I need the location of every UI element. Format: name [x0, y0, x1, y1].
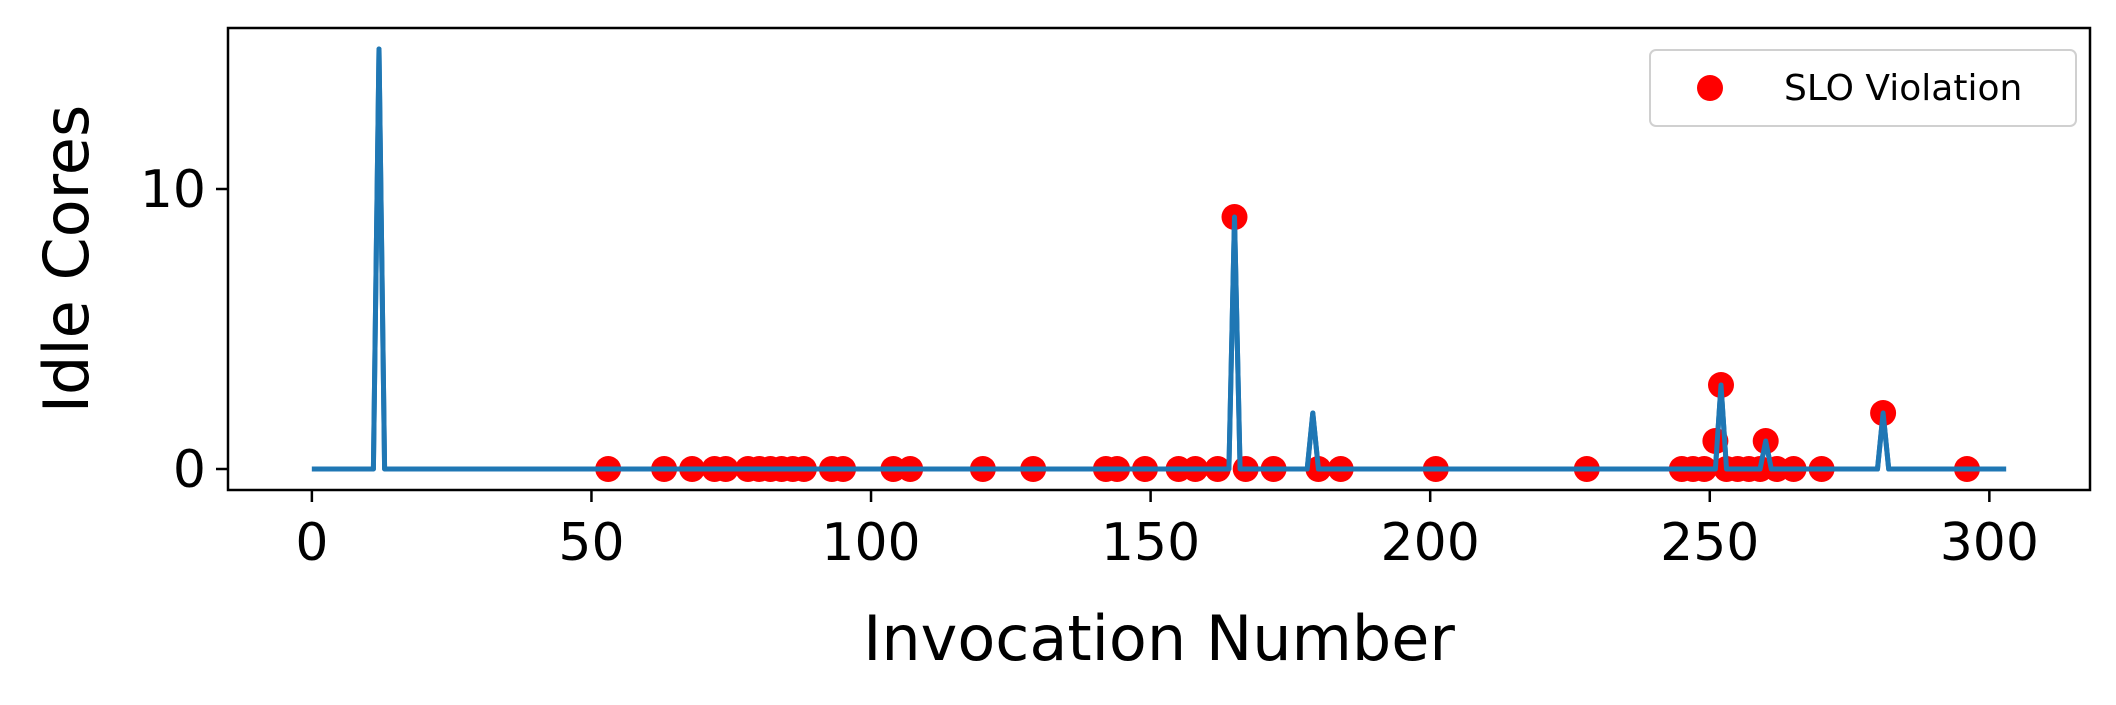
x-tick-label: 100 [821, 513, 920, 573]
legend: SLO Violation [1649, 49, 2077, 127]
x-tick-label: 200 [1381, 513, 1480, 573]
x-axis-label: Invocation Number [863, 602, 1455, 675]
x-tick-label: 150 [1101, 513, 1200, 573]
x-tick-label: 50 [558, 513, 624, 573]
x-tick-label: 250 [1660, 513, 1759, 573]
plot-area [311, 46, 2007, 482]
legend-label-slo-violation: SLO Violation [1784, 68, 2022, 109]
axis-ticks: 0 50 100 150 200 250 300 0 10 [140, 160, 2039, 573]
legend-marker-slo-violation [1697, 75, 1723, 101]
y-axis-label: Idle Cores [30, 105, 103, 414]
plot-frame [226, 26, 2092, 492]
y-tick-label: 0 [173, 440, 206, 500]
x-tick-label: 0 [295, 513, 328, 573]
x-tick-label: 300 [1940, 513, 2039, 573]
legend-box [1649, 49, 2077, 127]
y-tick-label: 10 [140, 160, 206, 220]
series-line-idle-cores-overlay [311, 46, 2007, 472]
